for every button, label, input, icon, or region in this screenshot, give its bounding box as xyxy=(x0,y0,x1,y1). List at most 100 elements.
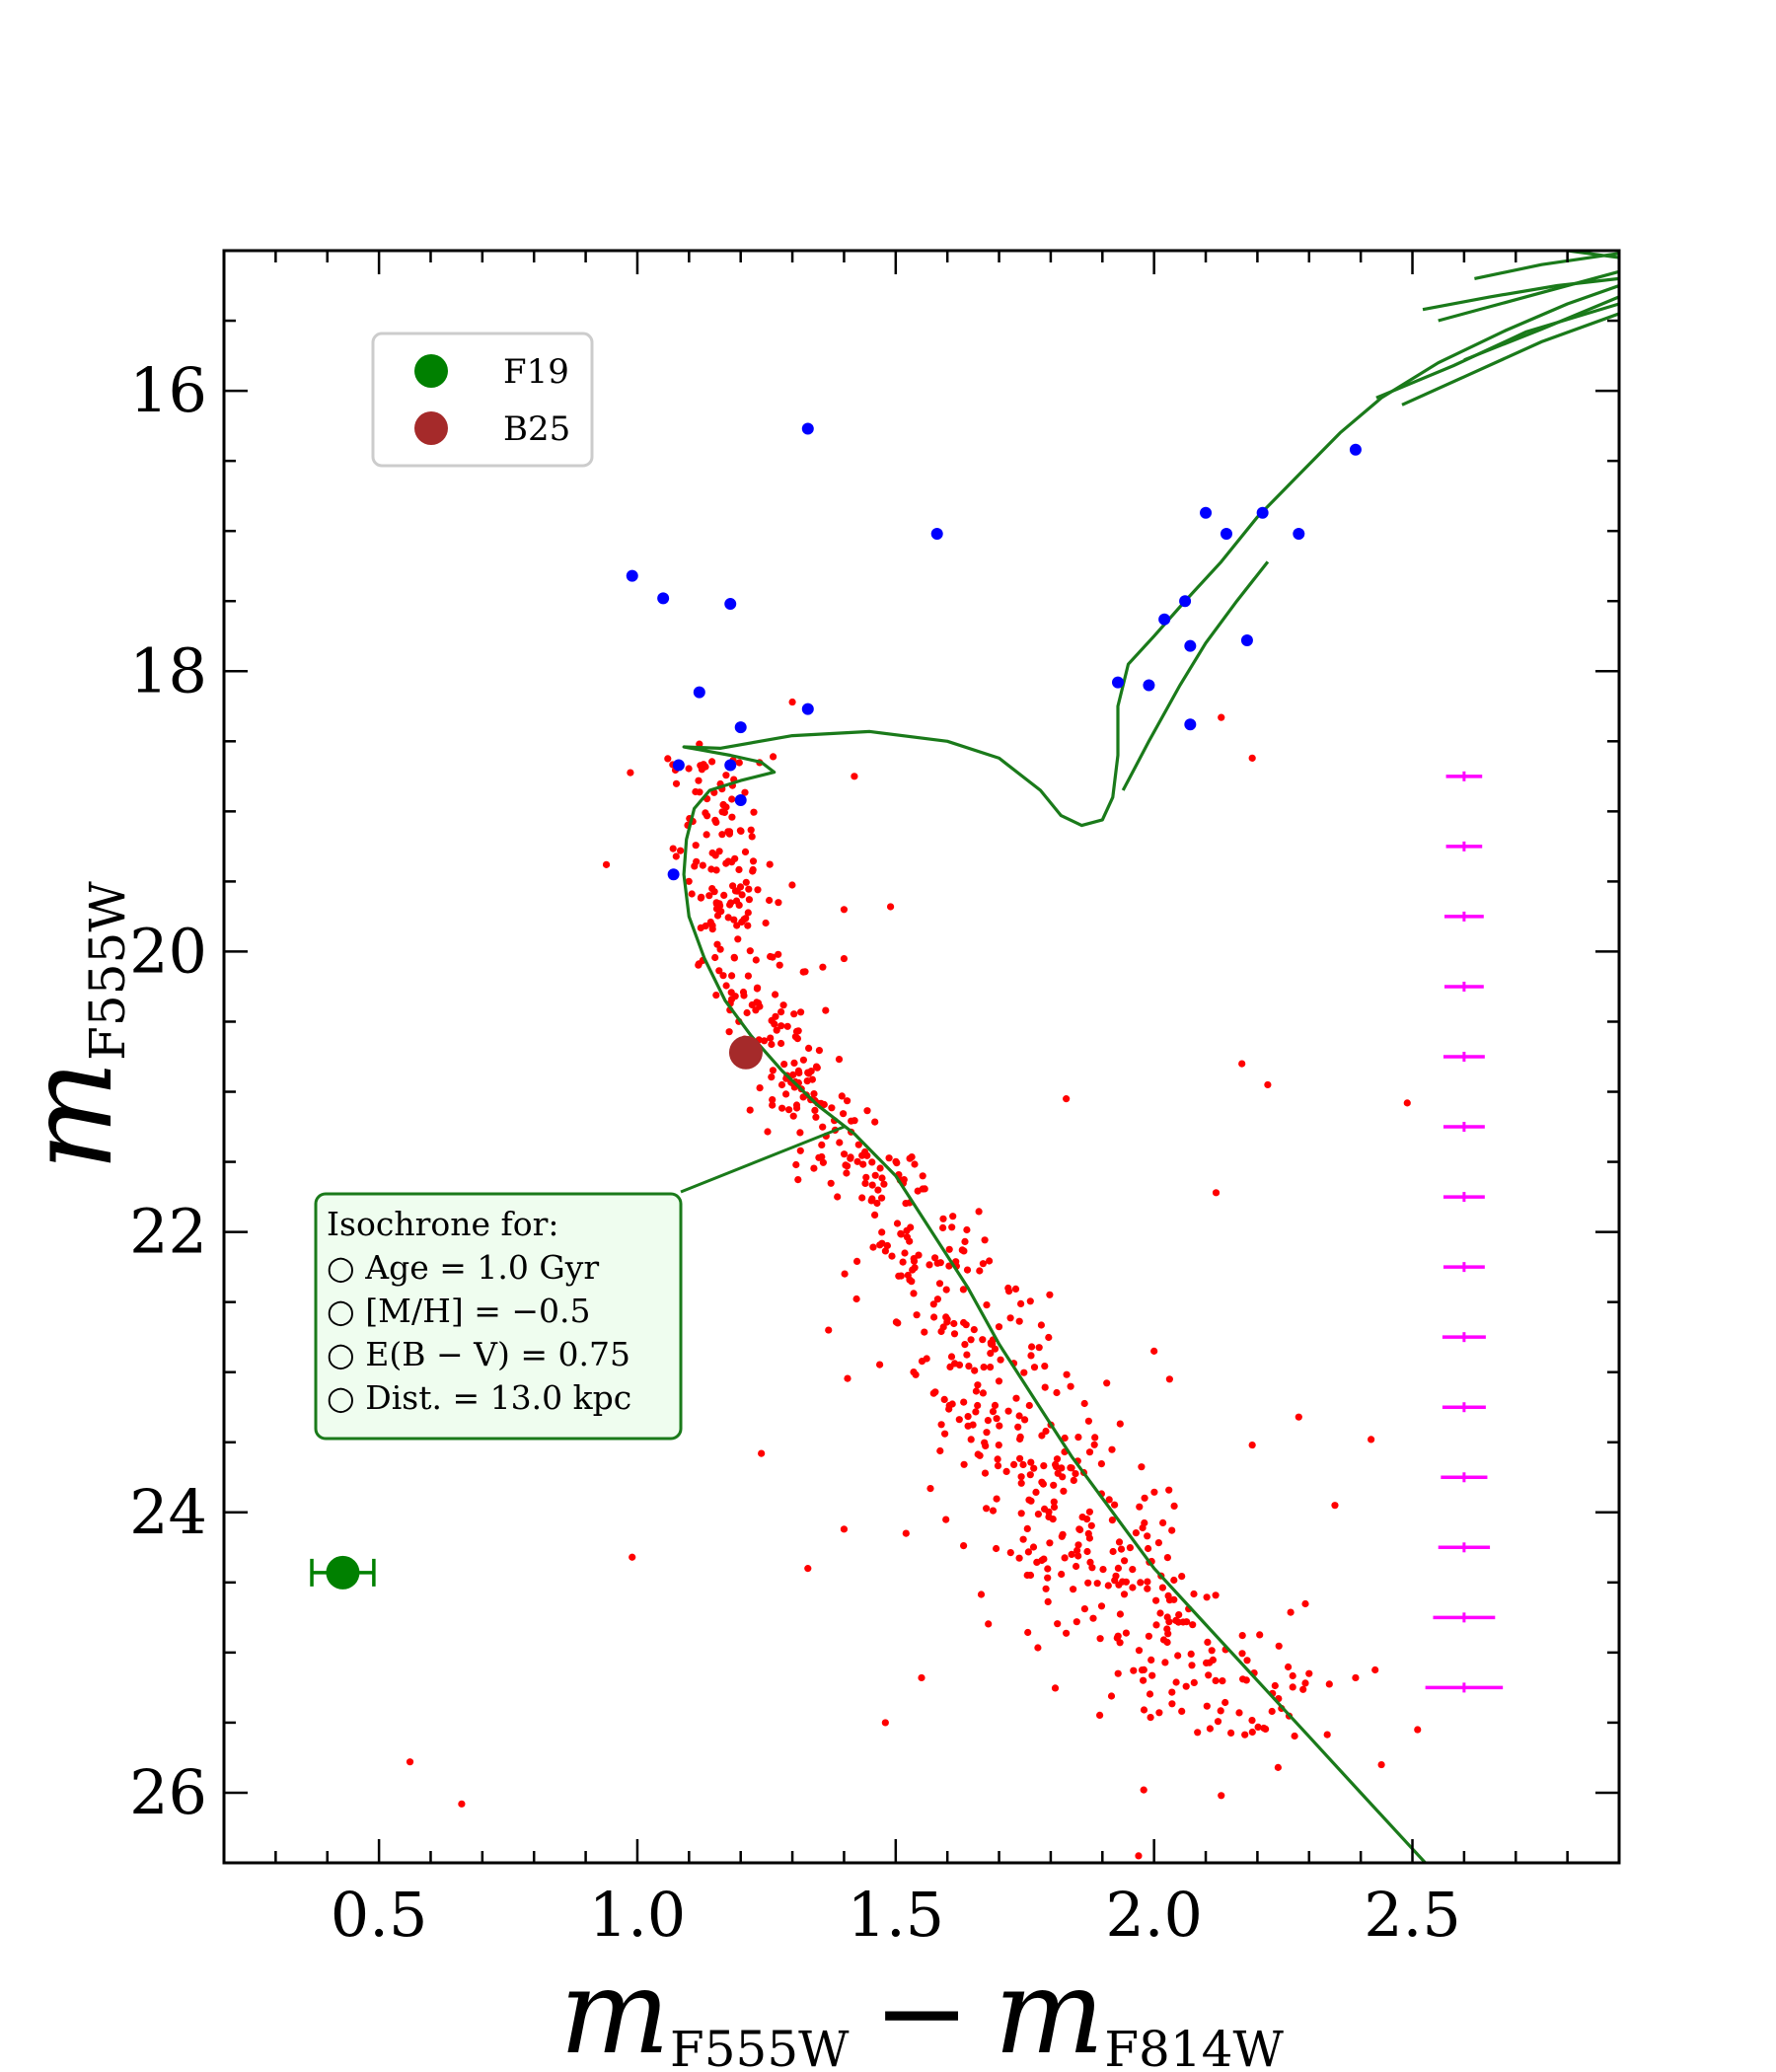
red-star xyxy=(1046,1291,1054,1298)
red-star xyxy=(1097,1602,1106,1610)
red-star xyxy=(834,1193,842,1201)
red-star xyxy=(712,992,720,999)
red-star xyxy=(1119,1578,1127,1586)
red-star xyxy=(733,922,741,929)
red-star xyxy=(964,1413,972,1421)
red-star xyxy=(974,1401,982,1410)
red-star xyxy=(950,1330,959,1338)
red-star xyxy=(1212,1676,1220,1684)
red-star xyxy=(702,922,709,930)
red-star xyxy=(841,1270,849,1278)
red-star xyxy=(868,1158,876,1166)
x-label-m2: m xyxy=(994,1944,1104,2072)
red-star xyxy=(1024,1628,1032,1637)
annotation-line-title: Isochrone for: xyxy=(327,1205,558,1243)
red-star-outlier xyxy=(902,1529,910,1537)
red-star xyxy=(1144,1585,1151,1592)
red-star xyxy=(1087,1521,1095,1529)
red-star xyxy=(963,1225,971,1234)
red-star xyxy=(841,1150,849,1158)
red-star xyxy=(1204,1638,1212,1646)
red-star-outlier xyxy=(406,1758,414,1766)
red-star xyxy=(1085,1534,1093,1542)
annotation-line-extinction: ○ E(B − V) = 0.75 xyxy=(327,1335,630,1373)
red-star xyxy=(812,1113,820,1121)
red-star xyxy=(945,1401,953,1410)
red-star xyxy=(780,1061,788,1069)
red-star xyxy=(1126,1544,1134,1552)
red-star xyxy=(707,865,715,873)
red-star xyxy=(843,1169,851,1177)
red-star xyxy=(722,982,730,990)
red-star xyxy=(1015,1554,1023,1562)
red-star xyxy=(871,1211,879,1219)
red-star xyxy=(725,1028,733,1036)
blue-star xyxy=(1349,443,1362,456)
red-star xyxy=(840,1110,848,1118)
red-star xyxy=(789,1071,797,1078)
red-star xyxy=(1285,1663,1293,1671)
red-star xyxy=(1080,1399,1088,1408)
legend-label-f19: F19 xyxy=(503,352,569,392)
red-star xyxy=(710,888,718,896)
red-star xyxy=(1054,1620,1062,1628)
red-star xyxy=(1209,1656,1217,1664)
red-star xyxy=(769,1096,777,1104)
red-star xyxy=(981,1469,990,1477)
red-star xyxy=(1017,1510,1025,1517)
red-star xyxy=(1152,1621,1160,1629)
red-star xyxy=(720,891,728,900)
red-star xyxy=(983,1429,991,1437)
red-star xyxy=(935,1280,944,1288)
red-star xyxy=(983,1505,991,1513)
red-star xyxy=(913,1311,921,1319)
red-star xyxy=(989,1507,998,1515)
red-star xyxy=(1111,1577,1119,1585)
red-star-outlier xyxy=(1212,1189,1221,1197)
red-star xyxy=(1096,1635,1104,1643)
red-star xyxy=(899,1258,907,1266)
error-bars xyxy=(1425,771,1504,1693)
red-star xyxy=(894,1319,902,1327)
red-star xyxy=(772,1012,779,1020)
red-star xyxy=(769,1101,777,1109)
red-star xyxy=(734,935,742,943)
x-label-minus: − xyxy=(873,1944,971,2072)
red-star xyxy=(1168,1526,1176,1534)
red-star xyxy=(1152,1596,1160,1604)
red-star xyxy=(972,1408,980,1416)
red-star xyxy=(1219,1677,1226,1685)
red-star xyxy=(976,1267,984,1275)
red-star xyxy=(933,1295,942,1303)
red-star xyxy=(741,788,749,796)
red-star xyxy=(770,753,777,761)
red-star xyxy=(915,1251,923,1259)
red-star xyxy=(698,893,705,901)
red-star xyxy=(1016,1433,1024,1441)
red-star xyxy=(983,1301,991,1309)
red-star xyxy=(795,1069,803,1076)
red-star xyxy=(627,769,634,777)
isochrone-agb-branch xyxy=(1422,276,1619,312)
red-star xyxy=(1130,1666,1138,1674)
red-star xyxy=(937,1421,945,1429)
red-star xyxy=(1147,1714,1154,1722)
red-star xyxy=(1114,1669,1122,1677)
red-star xyxy=(1116,1420,1124,1428)
red-star xyxy=(753,985,762,993)
red-star xyxy=(1113,1634,1121,1642)
red-star xyxy=(827,1179,835,1187)
red-star xyxy=(878,1194,886,1202)
red-star xyxy=(703,831,710,839)
red-star xyxy=(815,1153,823,1161)
y-tick-label: 18 xyxy=(129,634,207,706)
blue-star xyxy=(1184,718,1197,731)
red-star xyxy=(1085,1508,1093,1516)
red-star xyxy=(897,1229,905,1237)
red-star xyxy=(805,1044,813,1052)
plot-frame xyxy=(222,249,1621,1865)
red-star xyxy=(1159,1518,1167,1526)
red-star xyxy=(1170,1502,1178,1510)
red-star xyxy=(1109,1547,1117,1556)
red-star xyxy=(1103,1379,1111,1387)
